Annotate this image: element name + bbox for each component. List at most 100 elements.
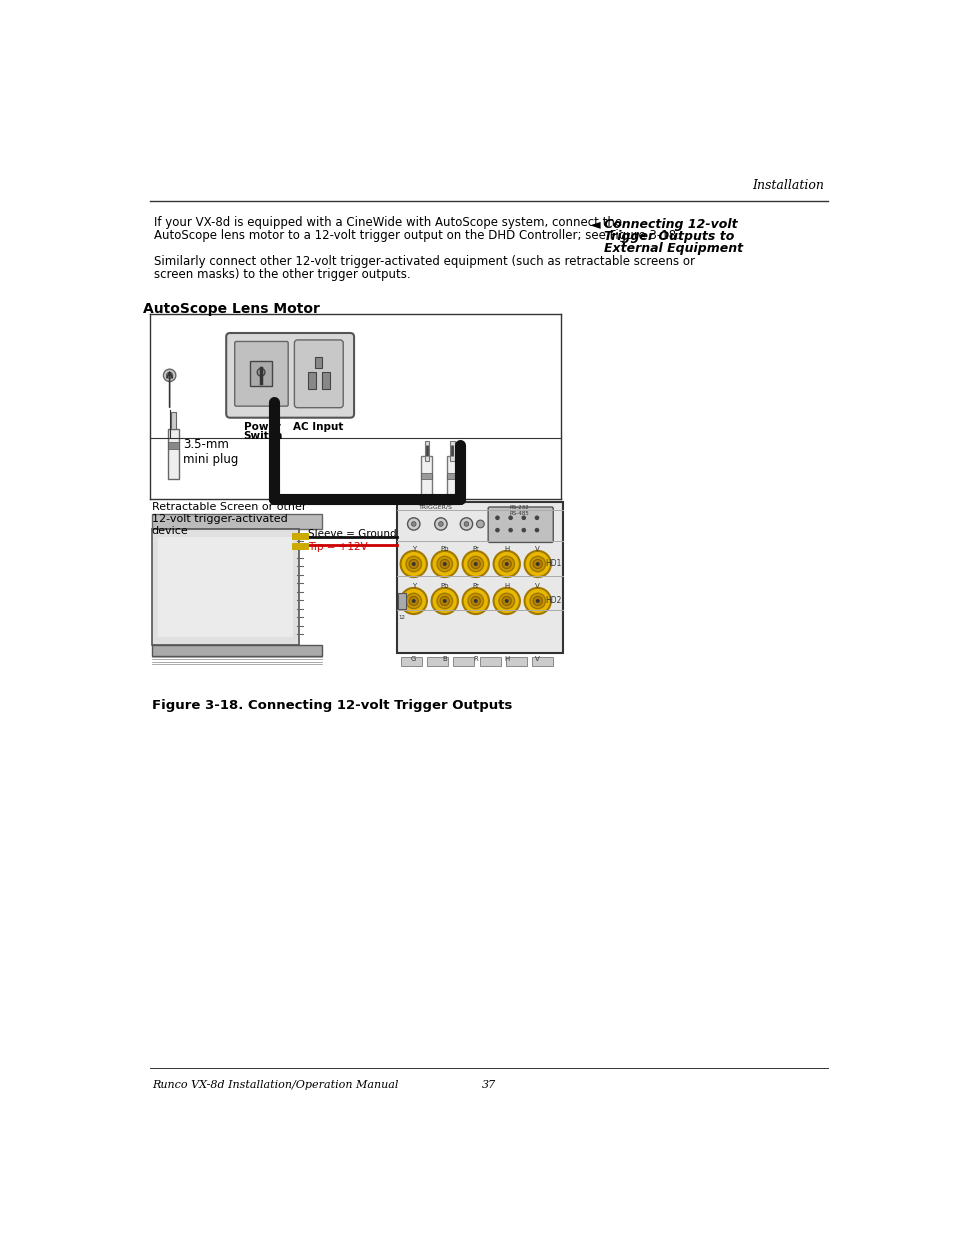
FancyBboxPatch shape: [234, 341, 288, 406]
Circle shape: [493, 551, 519, 577]
Text: B: B: [442, 656, 447, 662]
Circle shape: [474, 562, 477, 566]
Circle shape: [471, 597, 480, 605]
Bar: [447, 456, 457, 503]
Text: Sleeve = Ground: Sleeve = Ground: [307, 529, 395, 538]
Text: HD2: HD2: [545, 597, 561, 605]
Text: V: V: [535, 656, 539, 662]
Text: R: R: [473, 656, 477, 662]
Circle shape: [524, 551, 550, 577]
Text: 37: 37: [481, 1079, 496, 1091]
Bar: [168, 430, 179, 479]
Circle shape: [530, 556, 545, 572]
Circle shape: [412, 562, 416, 566]
Bar: [532, 657, 553, 667]
Bar: [421, 456, 432, 503]
Bar: [168, 442, 179, 448]
Text: V: V: [535, 546, 539, 552]
Circle shape: [534, 515, 538, 520]
Text: V: V: [535, 583, 539, 589]
Circle shape: [442, 599, 446, 603]
Polygon shape: [152, 514, 322, 530]
Text: Retractable Screen or other
12-volt trigger-activated
device: Retractable Screen or other 12-volt trig…: [152, 503, 306, 536]
Text: External Equipment: External Equipment: [603, 242, 742, 256]
Text: Pb: Pb: [440, 546, 449, 552]
Text: Runco VX-8d Installation/Operation Manual: Runco VX-8d Installation/Operation Manua…: [152, 1079, 397, 1091]
Text: 12: 12: [398, 615, 405, 620]
Bar: [447, 473, 457, 479]
Text: HD1: HD1: [545, 559, 561, 568]
Text: screen masks) to the other trigger outputs.: screen masks) to the other trigger outpu…: [154, 268, 411, 282]
Text: 3.5-mm
mini plug: 3.5-mm mini plug: [183, 438, 238, 467]
Circle shape: [411, 521, 416, 526]
Text: H: H: [503, 546, 509, 552]
Circle shape: [431, 588, 457, 614]
Circle shape: [501, 597, 511, 605]
Bar: [250, 362, 272, 387]
Bar: [171, 412, 175, 430]
Circle shape: [498, 593, 514, 609]
Text: G: G: [411, 656, 416, 662]
Circle shape: [534, 527, 538, 532]
Circle shape: [167, 372, 172, 378]
Circle shape: [508, 527, 513, 532]
Bar: [505, 657, 526, 667]
Bar: [421, 473, 432, 479]
Circle shape: [495, 515, 499, 520]
Circle shape: [459, 517, 472, 530]
Text: H: H: [503, 583, 509, 589]
Circle shape: [439, 559, 449, 568]
Circle shape: [407, 517, 419, 530]
Text: Y: Y: [411, 583, 416, 589]
Circle shape: [462, 588, 488, 614]
Circle shape: [530, 593, 545, 609]
Circle shape: [468, 593, 483, 609]
Circle shape: [501, 559, 511, 568]
Bar: [158, 537, 293, 637]
Bar: [424, 441, 429, 461]
Circle shape: [400, 551, 427, 577]
Circle shape: [438, 521, 443, 526]
Circle shape: [474, 599, 477, 603]
Text: Connecting 12-volt: Connecting 12-volt: [603, 217, 737, 231]
FancyBboxPatch shape: [488, 508, 553, 542]
Text: Installation: Installation: [752, 179, 823, 191]
Text: Switch: Switch: [243, 431, 282, 441]
Circle shape: [257, 368, 265, 377]
Text: Pb: Pb: [440, 583, 449, 589]
Bar: [152, 645, 322, 656]
Text: AC Input: AC Input: [293, 421, 343, 431]
FancyBboxPatch shape: [294, 340, 343, 408]
Circle shape: [495, 527, 499, 532]
Text: If your VX-8d is equipped with a CineWide with AutoScope system, connect the: If your VX-8d is equipped with a CineWid…: [154, 216, 621, 228]
Circle shape: [521, 515, 525, 520]
FancyBboxPatch shape: [226, 333, 354, 417]
Circle shape: [406, 556, 421, 572]
Circle shape: [524, 588, 550, 614]
Circle shape: [400, 588, 427, 614]
Bar: [427, 657, 447, 667]
Bar: [314, 357, 322, 368]
Circle shape: [533, 597, 542, 605]
Text: Pr: Pr: [472, 583, 478, 589]
Circle shape: [442, 562, 446, 566]
Text: Y: Y: [411, 546, 416, 552]
Circle shape: [504, 599, 508, 603]
Text: AutoScope Lens Motor: AutoScope Lens Motor: [143, 303, 319, 316]
Bar: [479, 657, 500, 667]
Bar: [453, 657, 474, 667]
Text: ◄: ◄: [590, 217, 600, 231]
Bar: [308, 372, 315, 389]
Bar: [396, 503, 562, 652]
Circle shape: [431, 551, 457, 577]
Text: Similarly connect other 12-volt trigger-activated equipment (such as retractable: Similarly connect other 12-volt trigger-…: [154, 256, 695, 268]
Circle shape: [464, 521, 468, 526]
Text: RS-232
RS-485: RS-232 RS-485: [509, 505, 529, 515]
Circle shape: [436, 556, 452, 572]
Text: TRIGGER/S: TRIGGER/S: [418, 505, 452, 510]
Bar: [400, 657, 421, 667]
Circle shape: [468, 556, 483, 572]
Text: H: H: [503, 656, 509, 662]
Circle shape: [504, 562, 508, 566]
Bar: [450, 441, 455, 461]
